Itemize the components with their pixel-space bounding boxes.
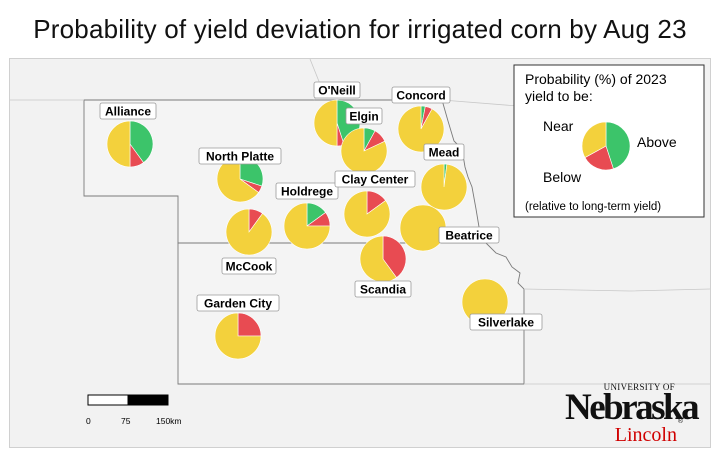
label-silverlake: Silverlake bbox=[469, 313, 543, 331]
pie-mead bbox=[420, 163, 468, 211]
label-box-alliance bbox=[99, 102, 157, 120]
pie-elgin-near-slice bbox=[340, 127, 388, 175]
label-clay-center: Clay Center bbox=[334, 170, 416, 188]
label-text-concord: Concord bbox=[396, 89, 445, 103]
label-box-mccook bbox=[221, 257, 277, 275]
label-elgin: Elgin bbox=[345, 107, 383, 125]
legend-heading-2: yield to be: bbox=[525, 88, 593, 104]
pie-garden-city-below-slice bbox=[237, 312, 262, 337]
pie-alliance-near-slice bbox=[106, 120, 131, 168]
label-box-concord bbox=[391, 86, 451, 104]
label-box-north-platte bbox=[198, 147, 282, 165]
label-text-alliance: Alliance bbox=[105, 105, 151, 119]
label-text-o-neill: O'Neill bbox=[318, 84, 356, 98]
label-holdrege: Holdrege bbox=[275, 182, 339, 200]
pie-alliance bbox=[106, 120, 154, 168]
scale-bar-white bbox=[87, 394, 129, 406]
scale-tick-75: 75 bbox=[121, 416, 131, 426]
legend-pie-above-slice bbox=[605, 121, 631, 170]
label-box-elgin bbox=[345, 107, 383, 125]
pie-mead-near-slice bbox=[420, 163, 468, 211]
label-text-holdrege: Holdrege bbox=[281, 185, 333, 199]
map-title: Probability of yield deviation for irrig… bbox=[33, 14, 687, 44]
legend-heading-1: Probability (%) of 2023 bbox=[525, 71, 667, 87]
scale-bar-black bbox=[127, 394, 169, 406]
pie-alliance-above-slice bbox=[129, 120, 154, 164]
logo-name: Nebraska bbox=[565, 387, 700, 428]
label-garden-city: Garden City bbox=[196, 294, 280, 312]
label-concord: Concord bbox=[391, 86, 451, 104]
pie-clay-center bbox=[343, 190, 391, 238]
label-text-garden-city: Garden City bbox=[204, 297, 272, 311]
label-box-clay-center bbox=[334, 170, 416, 188]
legend-pie bbox=[581, 121, 631, 171]
pie-concord-near-slice bbox=[397, 105, 445, 153]
label-box-holdrege bbox=[275, 182, 339, 200]
pie-garden-city bbox=[214, 312, 262, 360]
legend-below: Below bbox=[543, 169, 582, 185]
pie-elgin bbox=[340, 127, 388, 175]
pie-scandia-below-slice bbox=[382, 235, 407, 279]
label-text-silverlake: Silverlake bbox=[478, 316, 534, 330]
logo-campus: Lincoln bbox=[614, 424, 677, 446]
label-mead: Mead bbox=[423, 143, 465, 161]
legend-note: (relative to long-term yield) bbox=[525, 201, 661, 213]
legend: Probability (%) of 2023 yield to be: Nea… bbox=[513, 64, 705, 218]
scale-bar: 0 75 150km bbox=[86, 394, 182, 426]
label-box-scandia bbox=[354, 280, 412, 298]
label-box-beatrice bbox=[438, 226, 500, 244]
label-text-beatrice: Beatrice bbox=[445, 229, 493, 243]
label-text-mccook: McCook bbox=[226, 260, 273, 274]
pie-holdrege bbox=[283, 202, 331, 250]
label-text-clay-center: Clay Center bbox=[342, 173, 409, 187]
logo-university: UNIVERSITY OF bbox=[603, 382, 675, 392]
label-text-north-platte: North Platte bbox=[206, 150, 274, 164]
label-beatrice: Beatrice bbox=[438, 226, 500, 244]
label-o-neill: O'Neill bbox=[313, 81, 361, 99]
kansas-outline bbox=[177, 242, 525, 385]
pie-clay-center-near-slice bbox=[343, 190, 391, 238]
site-labels: Alliance O'Neill Concord Elgin North Platte M… bbox=[99, 81, 543, 331]
pie-mccook-near-slice bbox=[225, 208, 273, 256]
logo-registered: ® bbox=[677, 418, 683, 425]
pie-garden-city-near-slice bbox=[214, 312, 262, 360]
pie-mccook bbox=[225, 208, 273, 256]
scale-tick-0: 0 bbox=[86, 416, 91, 426]
label-alliance: Alliance bbox=[99, 102, 157, 120]
legend-pie-near-slice bbox=[581, 121, 607, 158]
label-scandia: Scandia bbox=[354, 280, 412, 298]
pie-concord bbox=[397, 105, 445, 153]
label-text-scandia: Scandia bbox=[360, 283, 406, 297]
pie-holdrege-near-slice bbox=[283, 202, 331, 250]
label-box-mead bbox=[423, 143, 465, 161]
pie-o-neill-near-slice bbox=[313, 99, 338, 147]
label-box-silverlake bbox=[469, 313, 543, 331]
neighbor-boundary bbox=[523, 288, 710, 292]
label-mccook: McCook bbox=[221, 257, 277, 275]
label-box-garden-city bbox=[196, 294, 280, 312]
label-north-platte: North Platte bbox=[198, 147, 282, 165]
label-text-mead: Mead bbox=[429, 146, 460, 160]
scale-tick-150: 150km bbox=[156, 416, 182, 426]
legend-near: Near bbox=[543, 118, 574, 134]
pie-scandia bbox=[359, 235, 407, 283]
legend-pie-below-slice bbox=[584, 145, 614, 171]
map-canvas: Alliance O'Neill Concord Elgin North Platte M… bbox=[10, 59, 710, 426]
legend-above: Above bbox=[637, 134, 677, 150]
label-box-o-neill bbox=[313, 81, 361, 99]
map-frame: Alliance O'Neill Concord Elgin North Platte M… bbox=[9, 58, 711, 448]
university-logo: UNIVERSITY OF Nebraska ® Lincoln bbox=[565, 382, 705, 452]
label-text-elgin: Elgin bbox=[349, 110, 378, 124]
